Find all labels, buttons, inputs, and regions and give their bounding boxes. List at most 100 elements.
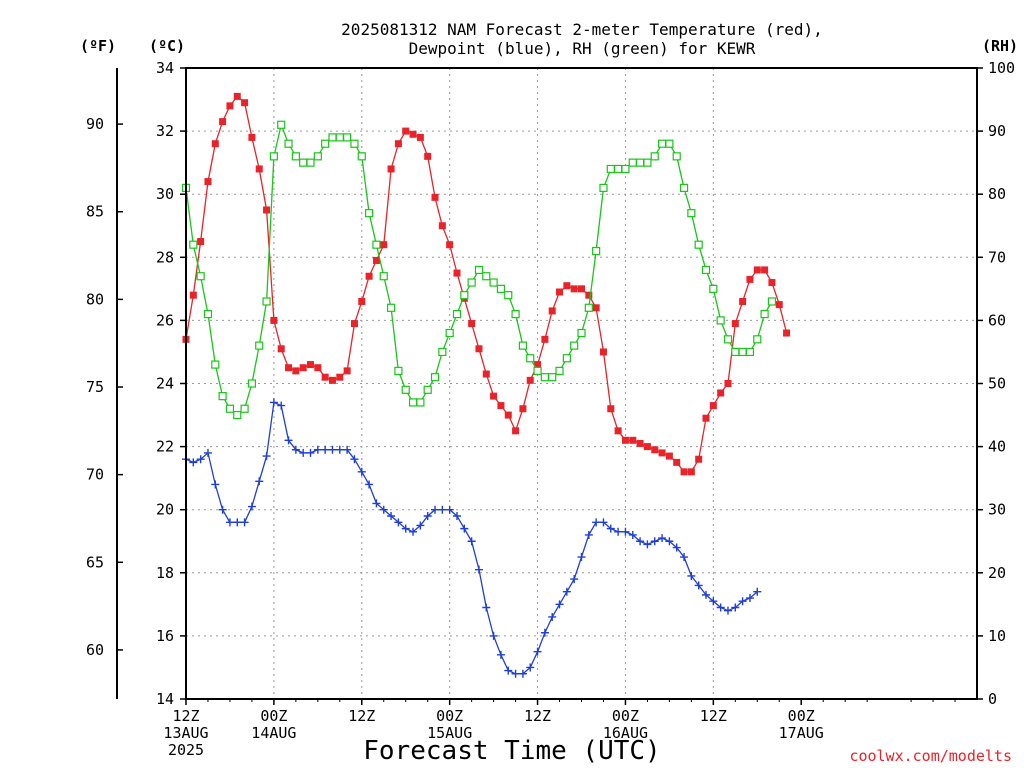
temperature-point	[709, 402, 717, 410]
temperature-point	[753, 266, 761, 274]
celsius-tick-label: 30	[156, 185, 174, 203]
dewpoint-point	[365, 480, 374, 489]
x-tick-label: 17AUG	[779, 724, 824, 742]
temperature-point	[578, 285, 585, 293]
temperature-point	[717, 389, 725, 397]
dewpoint-point	[306, 448, 315, 457]
temperature-point	[321, 373, 329, 381]
temperature-point	[534, 361, 542, 369]
dewpoint-point	[343, 445, 352, 454]
dewpoint-point	[423, 512, 432, 521]
rh-point	[687, 209, 696, 218]
temperature-point	[468, 320, 476, 328]
dewpoint-point	[284, 436, 293, 445]
temperature-point	[409, 130, 417, 138]
dewpoint-point	[416, 521, 425, 530]
x-tick-label: 15AUG	[427, 724, 472, 742]
rh-point	[555, 366, 564, 375]
rh-point	[709, 284, 718, 293]
temperature-point	[724, 380, 732, 387]
dewpoint-point	[335, 445, 344, 454]
dewpoint-point	[731, 603, 740, 612]
rh-point	[467, 278, 476, 287]
dewpoint-point	[401, 524, 410, 533]
rh-point	[423, 385, 432, 394]
temperature-point	[695, 455, 703, 463]
temperature-point	[592, 304, 600, 312]
rh-point	[701, 265, 711, 275]
rh-point	[665, 139, 674, 148]
dewpoint-point	[357, 467, 366, 476]
dewpoint-point	[570, 575, 579, 584]
dewpoint-point	[577, 553, 586, 562]
fahrenheit-tick-label: 65	[86, 553, 104, 571]
rh-point	[599, 183, 608, 192]
dewpoint-point	[277, 401, 286, 410]
series-layer	[181, 92, 791, 678]
rh-point	[738, 347, 747, 357]
rh-point	[592, 246, 601, 256]
temperature-point	[197, 238, 205, 246]
rh-unit-label: (RH)	[982, 37, 1018, 55]
celsius-tick-label: 28	[156, 248, 174, 266]
rh-point	[672, 152, 681, 161]
rh-point	[753, 335, 762, 344]
temperature-point	[490, 392, 498, 400]
rh-tick-label: 90	[988, 122, 1006, 140]
temperature-point	[629, 436, 637, 444]
temperature-point	[665, 452, 673, 460]
rh-point	[218, 392, 227, 401]
temperature-point	[541, 335, 549, 343]
tick-labels: 141618202224262830323412Z13AUG202500Z14A…	[86, 59, 1015, 759]
celsius-tick-label: 14	[156, 690, 174, 708]
dewpoint-point	[496, 650, 505, 659]
dewpoint-point	[643, 540, 652, 549]
celsius-tick-label: 16	[156, 627, 174, 645]
rh-point	[247, 379, 257, 388]
dewpoint-point	[291, 445, 300, 454]
dewpoint-point	[687, 571, 696, 580]
rh-point	[511, 309, 520, 319]
celsius-tick-label: 20	[156, 501, 174, 519]
temperature-point	[585, 291, 593, 299]
dewpoint-point	[394, 518, 403, 527]
rh-point	[306, 158, 315, 167]
rh-point	[255, 341, 264, 350]
rh-point	[584, 303, 593, 312]
temperature-point	[519, 405, 527, 413]
dewpoint-point	[636, 537, 645, 546]
temperature-point	[211, 140, 219, 148]
dewpoint-point	[482, 603, 491, 612]
rh-point	[394, 366, 403, 375]
dewpoint-point	[489, 631, 498, 640]
dewpoint-point	[504, 666, 513, 675]
dewpoint-point	[409, 527, 418, 536]
temperature-point	[226, 102, 234, 110]
rh-point	[452, 309, 462, 319]
celsius-tick-label: 24	[156, 375, 174, 393]
temperature-point	[431, 193, 439, 201]
dewpoint-point	[474, 565, 483, 574]
rh-point	[401, 385, 410, 394]
temperature-point	[446, 241, 454, 249]
temperature-point	[702, 414, 710, 422]
dewpoint-point	[753, 587, 762, 596]
temperature-point	[387, 165, 395, 173]
temperature-point	[299, 364, 307, 372]
temperature-point	[255, 165, 263, 173]
dewpoint-point	[702, 590, 711, 599]
rh-tick-label: 70	[988, 248, 1006, 266]
rh-point	[570, 341, 579, 350]
temperature-point	[285, 364, 293, 372]
x-tick-label: 2025	[168, 741, 204, 759]
temperature-point	[380, 241, 388, 249]
dewpoint-point	[467, 537, 476, 546]
temperature-point	[731, 320, 739, 328]
rh-point	[328, 133, 337, 142]
dewpoint-point	[745, 594, 754, 603]
rh-point	[489, 278, 498, 287]
rh-point	[240, 404, 249, 413]
rh-point	[723, 335, 733, 344]
temperature-point	[687, 468, 695, 476]
dewpoint-point	[321, 445, 330, 454]
